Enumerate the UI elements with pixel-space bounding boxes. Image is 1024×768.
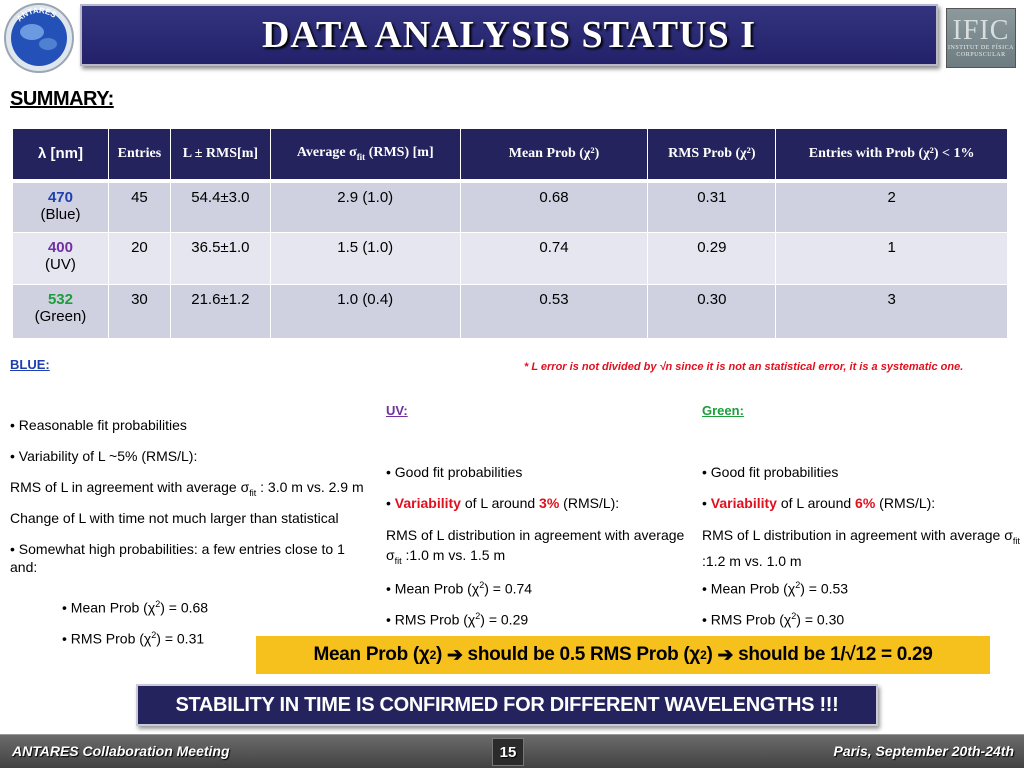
- cell-rms-prob: 0.30: [647, 284, 777, 339]
- header-rms-prob: RMS Prob (χ²): [647, 128, 777, 181]
- footer: ANTARES Collaboration Meeting 15 Paris, …: [0, 734, 1024, 768]
- green-heading: Green:: [702, 403, 744, 418]
- stability-text: STABILITY IN TIME IS CONFIRMED FOR DIFFE…: [175, 693, 839, 716]
- table-header-row: λ [nm] Entries L ± RMS[m] Average σfit (…: [12, 128, 1008, 181]
- cell-l-rms: 21.6±1.2: [169, 284, 271, 339]
- blue-bullet-fit: • Reasonable fit probabilities: [10, 417, 187, 433]
- uv-rms-prob: • RMS Prob (χ2) = 0.29: [386, 611, 529, 628]
- header-entries-low-prob: Entries with Prob (χ²) < 1%: [775, 128, 1008, 181]
- cell-wavelength: 470 (Blue): [12, 178, 109, 233]
- header-lambda: λ [nm]: [12, 128, 109, 181]
- arrow-right-icon: ➔: [446, 644, 463, 666]
- page-title: DATA ANALYSIS STATUS I: [261, 14, 756, 56]
- green-bullet-variability: • Variability of L around 6% (RMS/L):: [702, 495, 936, 511]
- header-l-rms: L ± RMS[m]: [169, 128, 271, 181]
- cell-average-sigma: 1.5 (1.0): [269, 232, 461, 285]
- cell-entries-low-prob: 2: [775, 178, 1008, 233]
- cell-rms-prob: 0.29: [647, 232, 777, 285]
- title-bar: DATA ANALYSIS STATUS I: [80, 4, 938, 66]
- uv-heading: UV:: [386, 403, 408, 418]
- cell-entries: 45: [107, 178, 171, 233]
- cell-mean-prob: 0.74: [459, 232, 649, 285]
- footer-location-date: Paris, September 20th-24th: [833, 743, 1014, 759]
- green-rms-prob: • RMS Prob (χ2) = 0.30: [702, 611, 845, 628]
- cell-entries-low-prob: 1: [775, 232, 1008, 285]
- cell-wavelength: 400 (UV): [12, 232, 109, 285]
- page-number: 15: [492, 738, 524, 766]
- cell-rms-prob: 0.31: [647, 178, 777, 233]
- cell-entries: 20: [107, 232, 171, 285]
- blue-rms-prob: • RMS Prob (χ2) = 0.31: [62, 630, 205, 647]
- cell-mean-prob: 0.68: [459, 178, 649, 233]
- cell-l-rms: 36.5±1.0: [169, 232, 271, 285]
- uv-bullet-variability: • Variability of L around 3% (RMS/L):: [386, 495, 620, 511]
- blue-bullet-high-prob: • Somewhat high probabilities: a few ent…: [10, 541, 345, 575]
- header-mean-prob: Mean Prob (χ²): [459, 128, 649, 181]
- ific-logo-sub-1: INSTITUT DE FÍSICA: [948, 45, 1014, 51]
- table-row: 532 (Green) 30 21.6±1.2 1.0 (0.4) 0.53 0.…: [12, 284, 1008, 339]
- cell-wavelength: 532 (Green): [12, 284, 109, 339]
- uv-mean-prob: • Mean Prob (χ2) = 0.74: [386, 580, 533, 597]
- table-row: 470 (Blue) 45 54.4±3.0 2.9 (1.0) 0.68 0.3…: [12, 178, 1008, 233]
- ific-logo-main: IFIC: [952, 15, 1010, 46]
- header-entries: Entries: [107, 128, 171, 181]
- green-mean-prob: • Mean Prob (χ2) = 0.53: [702, 580, 849, 597]
- expected-values-banner: Mean Prob (χ 2) ➔ should be 0.5 RMS Prob …: [256, 636, 990, 674]
- summary-table: λ [nm] Entries L ± RMS[m] Average σfit (…: [12, 128, 1008, 339]
- summary-label: SUMMARY:: [10, 88, 114, 110]
- cell-entries-low-prob: 3: [775, 284, 1008, 339]
- green-bullet-fit: • Good fit probabilities: [702, 464, 839, 480]
- uv-bullet-fit: • Good fit probabilities: [386, 464, 523, 480]
- arrow-right-icon: ➔: [717, 644, 734, 666]
- blue-change-of-l: Change of L with time not much larger th…: [10, 510, 339, 526]
- cell-average-sigma: 2.9 (1.0): [269, 178, 461, 233]
- antares-logo: ANTARES: [2, 2, 76, 74]
- blue-heading: BLUE:: [10, 357, 50, 372]
- table-row: 400 (UV) 20 36.5±1.0 1.5 (1.0) 0.74 0.29 …: [12, 232, 1008, 285]
- blue-mean-prob: • Mean Prob (χ2) = 0.68: [62, 599, 209, 616]
- uv-rms-agreement: RMS of L distribution in agreement with …: [386, 527, 685, 566]
- systematic-error-note: * L error is not divided by √n since it …: [524, 361, 964, 373]
- stability-banner: STABILITY IN TIME IS CONFIRMED FOR DIFFE…: [136, 684, 878, 726]
- cell-mean-prob: 0.53: [459, 284, 649, 339]
- blue-bullet-variability: • Variability of L ~5% (RMS/L):: [10, 448, 198, 464]
- header-average-sigma: Average σfit (RMS) [m]: [269, 128, 461, 181]
- blue-rms-agreement: RMS of L in agreement with average σfit …: [10, 479, 364, 498]
- footer-meeting: ANTARES Collaboration Meeting: [12, 743, 230, 759]
- ific-logo-sub-2: CORPUSCULAR: [956, 52, 1006, 58]
- green-rms-agreement: RMS of L distribution in agreement with …: [702, 527, 1020, 569]
- cell-l-rms: 54.4±3.0: [169, 178, 271, 233]
- cell-average-sigma: 1.0 (0.4): [269, 284, 461, 339]
- ific-logo: IFIC INSTITUT DE FÍSICA CORPUSCULAR: [946, 8, 1016, 68]
- cell-entries: 30: [107, 284, 171, 339]
